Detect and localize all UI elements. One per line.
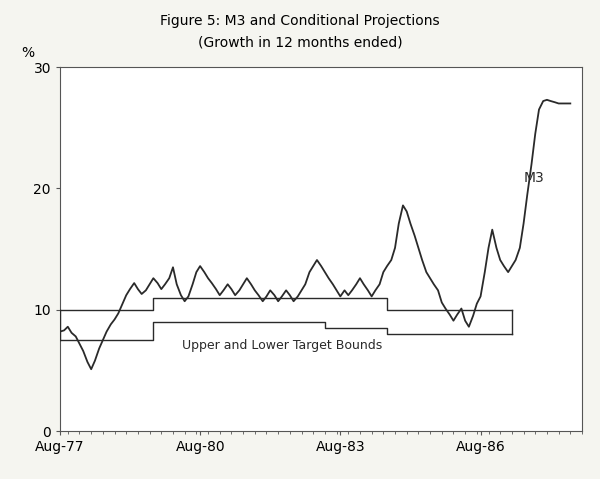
Text: (Growth in 12 months ended): (Growth in 12 months ended) [197, 36, 403, 50]
Text: %: % [21, 46, 34, 60]
Text: Figure 5: M3 and Conditional Projections: Figure 5: M3 and Conditional Projections [160, 14, 440, 28]
Text: M3: M3 [524, 171, 544, 185]
Text: Upper and Lower Target Bounds: Upper and Lower Target Bounds [182, 339, 383, 352]
